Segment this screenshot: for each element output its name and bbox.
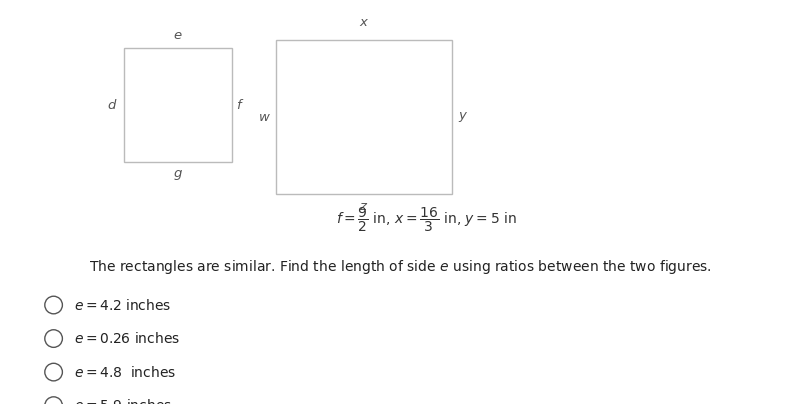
Bar: [276, 40, 452, 194]
Text: The rectangles are similar. Find the length of side $e$ using ratios between the: The rectangles are similar. Find the len…: [89, 258, 711, 276]
Text: $e = 4.8$  inches: $e = 4.8$ inches: [74, 364, 177, 380]
Bar: [124, 48, 232, 162]
Text: $\mathit{f}$: $\mathit{f}$: [236, 98, 244, 112]
Text: $\mathit{x}$: $\mathit{x}$: [359, 16, 369, 29]
Text: $\mathit{e}$: $\mathit{e}$: [173, 29, 182, 42]
Text: $e = 4.2$ inches: $e = 4.2$ inches: [74, 297, 172, 313]
Text: $\mathit{y}$: $\mathit{y}$: [458, 110, 468, 124]
Text: $\mathit{z}$: $\mathit{z}$: [359, 200, 369, 213]
Text: $\mathit{g}$: $\mathit{g}$: [173, 168, 182, 182]
Text: $e = 0.26$ inches: $e = 0.26$ inches: [74, 331, 181, 346]
Text: $f = \dfrac{9}{2}$ in, $x = \dfrac{16}{3}$ in, $y = 5$ in: $f = \dfrac{9}{2}$ in, $x = \dfrac{16}{3…: [336, 206, 517, 234]
Text: $\mathit{d}$: $\mathit{d}$: [107, 98, 118, 112]
Text: $e = 5.9$ inches: $e = 5.9$ inches: [74, 398, 173, 404]
Text: $\mathit{w}$: $\mathit{w}$: [258, 111, 270, 124]
